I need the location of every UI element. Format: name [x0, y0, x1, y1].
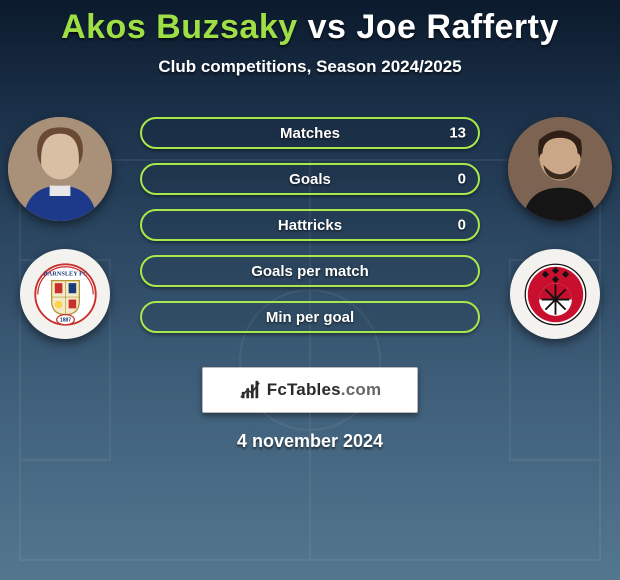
stat-bar-hattricks: Hattricks 0 — [140, 209, 480, 241]
stat-bar-goals: Goals 0 — [140, 163, 480, 195]
player1-club-crest: BARNSLEY FC 1887 — [20, 249, 110, 339]
brand-domain: .com — [341, 380, 381, 399]
player1-name: Akos Buzsaky — [61, 8, 298, 46]
comparison-stage: BARNSLEY FC 1887 — [0, 99, 620, 349]
stat-right-value: 13 — [449, 125, 466, 142]
player-silhouette-icon — [8, 117, 112, 221]
stat-label: Matches — [280, 125, 340, 142]
player2-club-crest — [510, 249, 600, 339]
subtitle: Club competitions, Season 2024/2025 — [0, 57, 620, 77]
stat-bar-goals-per-match: Goals per match — [140, 255, 480, 287]
player-silhouette-icon — [508, 117, 612, 221]
player1-portrait — [8, 117, 112, 221]
comparison-title: Akos Buzsaky vs Joe Rafferty — [0, 0, 620, 47]
player2-name: Joe Rafferty — [356, 8, 559, 46]
brand-text: FcTables.com — [267, 380, 382, 400]
rotherham-utd-crest-icon — [524, 263, 587, 326]
stat-bar-min-per-goal: Min per goal — [140, 301, 480, 333]
bar-chart-icon — [239, 379, 261, 401]
stat-label: Goals — [289, 171, 331, 188]
barnsley-fc-crest-icon: BARNSLEY FC 1887 — [34, 263, 97, 326]
svg-text:BARNSLEY FC: BARNSLEY FC — [43, 270, 87, 277]
stat-right-value: 0 — [458, 217, 466, 234]
stat-label: Hattricks — [278, 217, 342, 234]
stat-bars: Matches 13 Goals 0 Hattricks 0 Goals per… — [140, 117, 480, 333]
stat-bar-matches: Matches 13 — [140, 117, 480, 149]
player2-portrait — [508, 117, 612, 221]
stat-label: Min per goal — [266, 309, 354, 326]
stat-right-value: 0 — [458, 171, 466, 188]
brand-box: FcTables.com — [202, 367, 418, 413]
svg-text:1887: 1887 — [59, 317, 70, 323]
vs-text: vs — [308, 8, 347, 46]
stat-label: Goals per match — [251, 263, 369, 280]
brand-name: FcTables — [267, 380, 341, 399]
date-text: 4 november 2024 — [0, 431, 620, 452]
